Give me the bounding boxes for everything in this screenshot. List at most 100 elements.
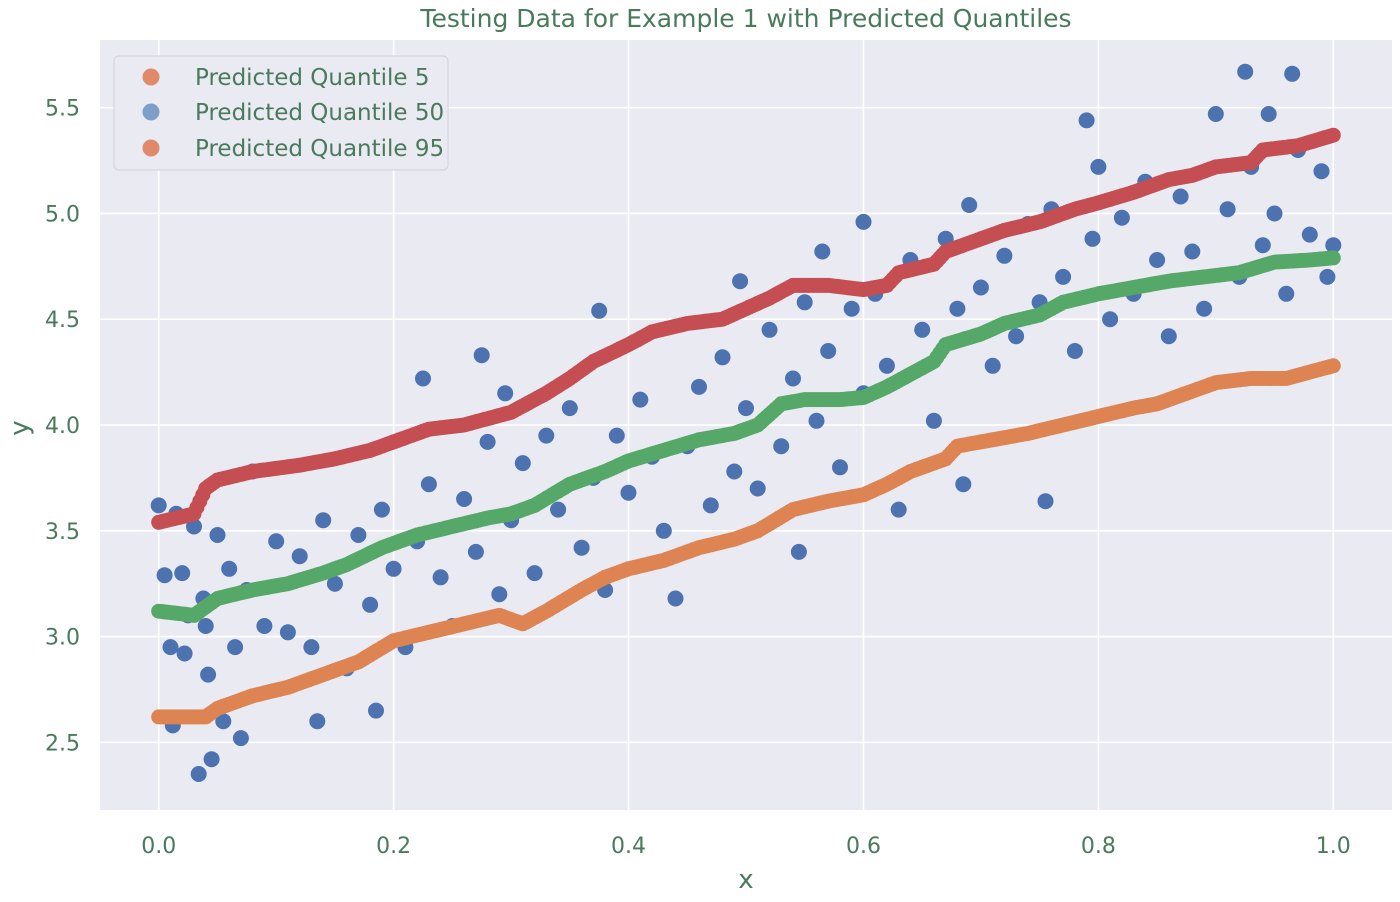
x-axis-label: x [738, 865, 753, 895]
scatter-point [203, 751, 220, 768]
scatter-point [1284, 65, 1301, 82]
scatter-point [773, 438, 790, 455]
y-tick-label: 5.0 [45, 202, 80, 227]
scatter-point [843, 300, 860, 317]
scatter-point [209, 527, 226, 543]
y-axis-label: y [5, 420, 35, 435]
scatter-point [796, 294, 813, 311]
y-tick-label: 2.5 [45, 731, 80, 756]
scatter-point [174, 565, 191, 582]
scatter-point [855, 213, 872, 230]
scatter-point [1301, 226, 1318, 243]
scatter-point [350, 527, 367, 543]
scatter-point [232, 730, 249, 747]
scatter-point [808, 412, 825, 429]
scatter-point [1160, 328, 1177, 345]
scatter-point [1172, 188, 1189, 205]
x-tick-label: 0.2 [376, 834, 411, 859]
legend-marker-3 [142, 139, 160, 157]
scatter-point [473, 347, 490, 364]
scatter-point [156, 567, 173, 584]
scatter-point [538, 427, 555, 444]
scatter-point [608, 427, 625, 444]
legend-label-2: Predicted Quantile 50 [195, 100, 444, 126]
scatter-point [497, 385, 514, 402]
scatter-point [820, 343, 837, 359]
y-tick-label: 5.5 [45, 97, 80, 122]
x-tick-label: 0.0 [141, 834, 176, 859]
scatter-point [1254, 237, 1271, 254]
x-tick-label: 0.4 [611, 834, 646, 859]
scatter-point [526, 565, 543, 582]
legend: Predicted Quantile 5 Predicted Quantile … [113, 55, 449, 171]
y-tick-label: 4.0 [45, 414, 80, 439]
scatter-point [432, 569, 449, 586]
y-tick-label: 4.5 [45, 308, 80, 333]
scatter-point [491, 586, 508, 603]
scatter-point [1090, 158, 1107, 175]
scatter-point [1196, 300, 1213, 317]
scatter-point [1266, 205, 1283, 222]
scatter-point [890, 501, 907, 518]
scatter-point [1278, 285, 1295, 302]
scatter-point [315, 512, 332, 529]
scatter-point [925, 412, 942, 429]
scatter-point [714, 349, 731, 366]
scatter-point [655, 522, 672, 539]
scatter-point [326, 575, 343, 592]
scatter-point [456, 491, 473, 507]
scatter-point [514, 455, 531, 472]
scatter-point [303, 639, 320, 656]
scatter-point [1102, 311, 1119, 328]
scatter-point [162, 639, 179, 656]
scatter-point [1113, 209, 1130, 226]
y-tick-label: 3.5 [45, 520, 80, 545]
legend-marker-1 [142, 68, 160, 86]
scatter-point [420, 476, 437, 493]
scatter-point [1078, 112, 1095, 129]
x-tick-label: 0.8 [1081, 834, 1116, 859]
scatter-point [215, 713, 232, 730]
scatter-point [1237, 63, 1254, 80]
scatter-point [1055, 268, 1072, 285]
scatter-point [309, 713, 326, 730]
y-ticks: 2.5 3.0 3.5 4.0 4.5 5.0 5.5 [45, 97, 80, 757]
scatter-point [790, 543, 807, 560]
chart-title: Testing Data for Example 1 with Predicte… [419, 4, 1071, 33]
scatter-point [996, 247, 1013, 264]
scatter-point [368, 702, 384, 719]
x-tick-label: 1.0 [1316, 834, 1351, 859]
y-tick-label: 3.0 [45, 626, 80, 651]
scatter-point [955, 476, 972, 493]
quantile-point [1325, 358, 1341, 374]
scatter-point [1319, 268, 1336, 285]
scatter-point [1149, 252, 1166, 268]
scatter-point [561, 400, 578, 417]
scatter-point [667, 590, 684, 607]
scatter-point [832, 459, 848, 476]
scatter-point [1313, 163, 1330, 180]
scatter-point [1037, 493, 1054, 510]
scatter-point [620, 484, 637, 501]
x-tick-label: 0.6 [846, 834, 881, 859]
scatter-point [373, 501, 390, 518]
quantile-point [1325, 127, 1341, 143]
scatter-point [726, 463, 743, 480]
data-points [150, 63, 1342, 782]
scatter-point [467, 543, 484, 560]
legend-label-1: Predicted Quantile 5 [195, 65, 430, 91]
scatter-point [256, 618, 273, 634]
scatter-point [1008, 328, 1025, 345]
scatter-point [814, 243, 831, 260]
scatter-point [190, 766, 207, 782]
scatter-point [385, 560, 402, 577]
scatter-point [732, 273, 749, 290]
legend-box [113, 55, 449, 171]
scatter-point [749, 480, 766, 497]
scatter-point [785, 370, 801, 387]
scatter-point [738, 400, 754, 417]
scatter-point [984, 357, 1001, 374]
scatter-point [761, 321, 778, 338]
scatter-point [961, 197, 978, 213]
